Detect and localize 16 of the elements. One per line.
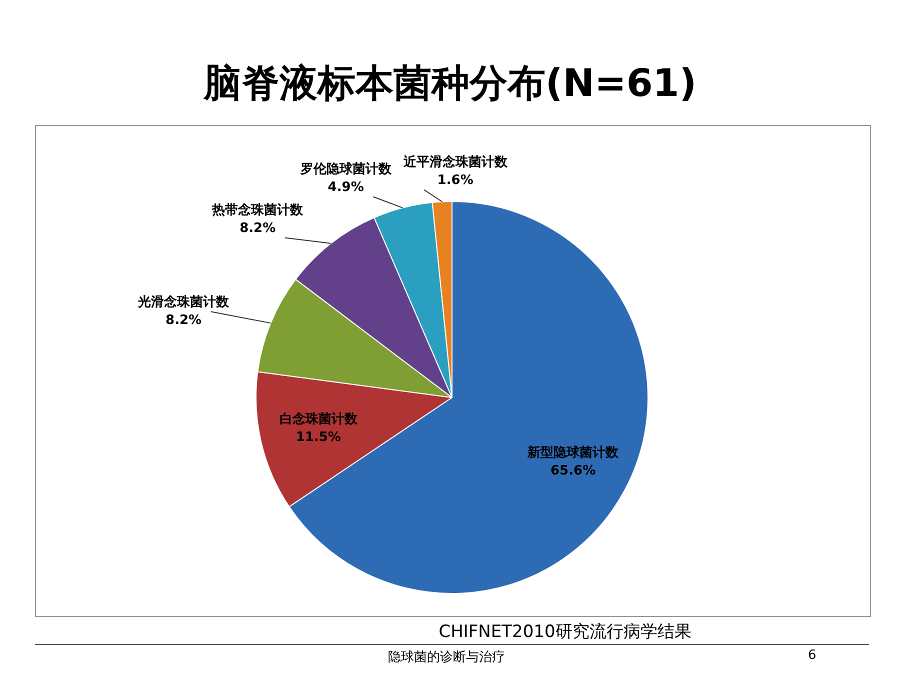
data-label: 65.6%	[550, 463, 596, 478]
slice-label: 新型隐球菌计数	[526, 444, 620, 460]
slice-label: 罗伦隐球菌计数	[299, 161, 392, 178]
slice-label: 近平滑念珠菌计数	[402, 154, 508, 170]
chart-title: 脑脊液标本菌种分布(N=61)	[202, 60, 698, 107]
slice-label: 光滑念珠菌计数	[137, 295, 230, 310]
text: 6	[808, 648, 816, 663]
data-label: 4.9%	[328, 180, 364, 196]
data-label: 8.2%	[240, 221, 276, 236]
text: CHIFNET2010研究流行病学结果	[438, 621, 692, 643]
data-label: 11.5%	[296, 430, 341, 446]
text: 隐球菌的诊断与治疗	[388, 649, 505, 666]
data-label: 1.6%	[437, 173, 474, 188]
slice-label: 白念珠菌计数	[279, 412, 358, 428]
slice-label: 热带念珠菌计数	[211, 203, 304, 218]
data-label: 8.2%	[166, 313, 202, 328]
